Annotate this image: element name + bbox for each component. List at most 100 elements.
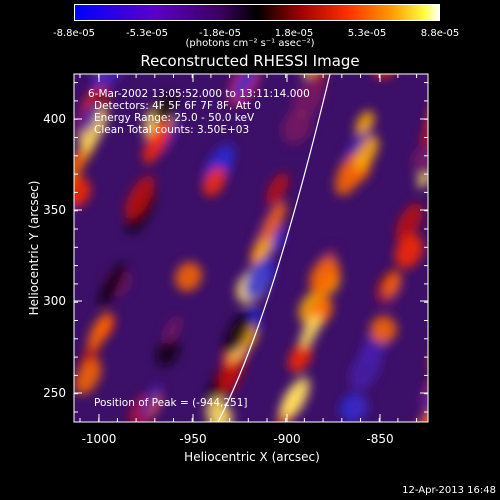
intensity-blob (395, 202, 423, 243)
colorbar-tick: -5.3e-05 (126, 28, 168, 39)
intensity-blob (309, 257, 340, 296)
intensity-blob (436, 303, 477, 352)
colorbar-tick: -1.8e-05 (199, 28, 241, 39)
intensity-blob (266, 172, 289, 206)
y-tick-label: 250 (43, 386, 66, 400)
intensity-blob (5, 319, 46, 364)
intensity-blob (469, 191, 499, 223)
intensity-blob (281, 377, 311, 420)
intensity-blob (355, 110, 375, 137)
intensity-blob (0, 384, 21, 414)
colorbar-tick: 8.8e-05 (420, 28, 460, 39)
intensity-blob (139, 383, 162, 420)
colorbar-tick: -8.8e-05 (53, 28, 95, 39)
y-tick-label: 400 (43, 112, 66, 126)
intensity-blob (441, 28, 481, 72)
intensity-blob (4, 352, 35, 391)
intensity-blob (74, 176, 91, 207)
intensity-blob (421, 123, 428, 151)
intensity-blob (302, 15, 336, 59)
intensity-blob (350, 346, 382, 390)
intensity-blob (370, 316, 397, 343)
intensity-blob (156, 337, 180, 367)
info-time-range: 6-Mar-2002 13:05:52.000 to 13:11:14.000 (88, 88, 310, 100)
intensity-blob (74, 150, 86, 190)
intensity-blob (372, 3, 414, 55)
y-tick-label: 300 (43, 294, 66, 308)
intensity-blob (98, 262, 126, 307)
intensity-blob (262, 202, 287, 243)
intensity-blob (252, 234, 274, 266)
plot-title: Reconstructed RHESSI Image (140, 52, 360, 70)
info-clean: Clean Total counts: 3.50E+03 (94, 124, 249, 136)
intensity-blob (476, 156, 500, 199)
intensity-blob (425, 327, 457, 374)
intensity-blob (412, 145, 428, 176)
intensity-blob (223, 310, 252, 355)
x-tick-label: -1000 (82, 432, 117, 446)
intensity-blob (238, 20, 276, 65)
intensity-blob (38, 252, 68, 291)
intensity-blob (354, 135, 379, 171)
info-energy: Energy Range: 25.0 - 50.0 keV (94, 112, 255, 124)
intensity-blob (446, 12, 483, 58)
intensity-blob (487, 145, 500, 184)
intensity-blob (339, 393, 368, 422)
intensity-blob (232, 74, 259, 102)
colorbar (74, 4, 440, 21)
intensity-blob (142, 120, 171, 164)
intensity-blob (103, 17, 132, 52)
x-axis-label: Heliocentric X (arcsec) (184, 450, 320, 464)
intensity-blob (424, 85, 464, 137)
intensity-blob (13, 310, 49, 354)
intensity-blob (438, 33, 482, 83)
intensity-blob (442, 280, 477, 321)
intensity-blob (310, 43, 333, 71)
intensity-blob (0, 420, 23, 470)
colorbar-tick: 1.8e-05 (274, 28, 314, 39)
intensity-blob (12, 317, 41, 348)
intensity-blob (0, 395, 23, 446)
intensity-blob (39, 227, 69, 267)
intensity-blob (288, 341, 313, 373)
intensity-blob (81, 104, 100, 133)
timestamp: 12-Apr-2013 16:48 (402, 485, 496, 496)
intensity-blob (375, 21, 408, 54)
plot-frame (73, 73, 429, 423)
intensity-blob (205, 407, 233, 422)
intensity-blob (91, 18, 132, 63)
solar-limb-line (217, 73, 331, 423)
intensity-blob (74, 358, 102, 395)
intensity-blob (153, 92, 178, 125)
y-axis-label: Heliocentric Y (arcsec) (27, 181, 41, 316)
intensity-blob (79, 108, 108, 151)
intensity-blob (5, 314, 45, 361)
intensity-blob (448, 270, 474, 300)
colorbar-units: (photons cm⁻² s⁻¹ asec⁻²) (185, 38, 315, 49)
intensity-blob (244, 257, 275, 300)
intensity-blob (292, 76, 325, 121)
x-tick-label: -850 (366, 432, 393, 446)
intensity-blob (125, 175, 155, 220)
intensity-blob (309, 28, 343, 70)
x-tick-label: -900 (273, 432, 300, 446)
info-peak: Position of Peak = (-944,251] (94, 397, 248, 409)
y-tick-label: 350 (43, 203, 66, 217)
intensity-blob (163, 316, 182, 344)
intensity-blob (202, 166, 226, 197)
intensity-blob (305, 36, 341, 71)
intensity-blob (43, 213, 73, 255)
colorbar-tick: 5.3e-05 (347, 28, 387, 39)
intensity-blob (219, 356, 245, 397)
intensity-blob (467, 188, 497, 222)
intensity-blob (443, 271, 485, 318)
intensity-blob (87, 312, 112, 351)
info-detectors: Detectors: 4F 5F 6F 7F 8F, Att 0 (94, 100, 261, 112)
intensity-blob (175, 262, 202, 292)
intensity-blob (299, 313, 322, 348)
intensity-blob (0, 406, 25, 460)
intensity-blob (4, 338, 40, 373)
axis-ticks (74, 74, 428, 422)
intensity-blob (394, 234, 424, 269)
